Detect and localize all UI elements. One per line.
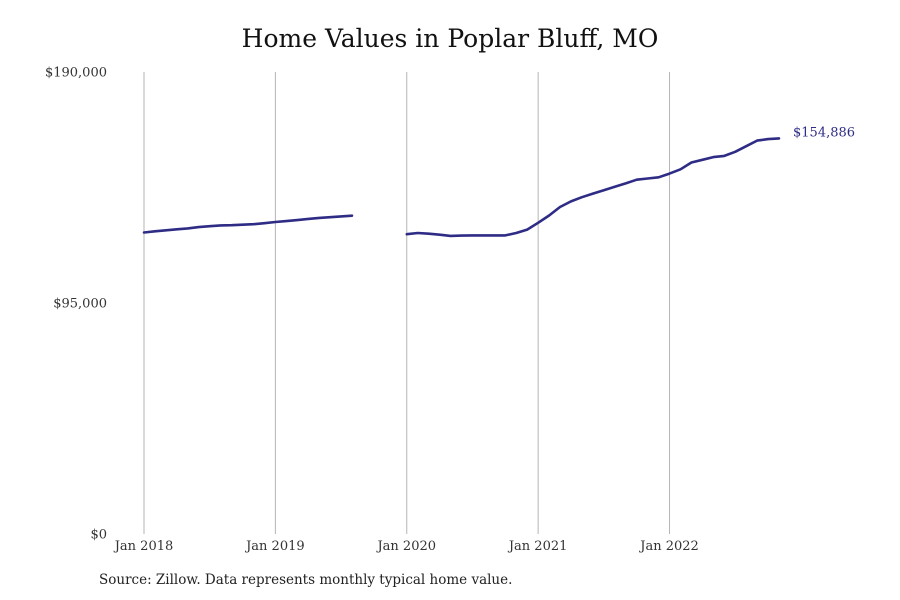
y-tick-label: $95,000 — [53, 297, 107, 312]
x-axis-ticks: Jan 2018 Jan 2019 Jan 2020 Jan 2021 Jan 2022 — [113, 539, 699, 554]
annotation-layer: $154,886 — [793, 125, 855, 140]
x-tick-label: Jan 2020 — [375, 539, 436, 554]
chart-source-note: Source: Zillow. Data represents monthly … — [99, 572, 513, 588]
x-tick-label: Jan 2018 — [113, 539, 174, 554]
x-tick-label: Jan 2021 — [507, 539, 568, 554]
y-tick-label: $0 — [90, 528, 107, 543]
chart-title: Home Values in Poplar Bluff, MO — [241, 24, 659, 53]
series-line-segment-1 — [405, 137, 781, 238]
y-axis-ticks: $0 $95,000 $190,000 — [45, 66, 107, 543]
series-line-segment-0 — [142, 214, 354, 234]
x-tick-label: Jan 2019 — [244, 539, 305, 554]
end-value-label: $154,886 — [793, 125, 855, 140]
x-tick-label: Jan 2022 — [638, 539, 699, 554]
series-layer — [142, 137, 781, 238]
gridlines — [143, 72, 671, 534]
y-tick-label: $190,000 — [45, 66, 107, 81]
